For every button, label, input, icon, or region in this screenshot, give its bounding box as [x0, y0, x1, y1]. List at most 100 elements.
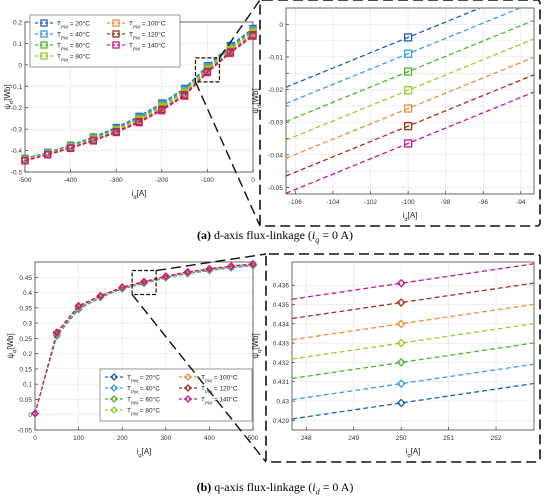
data-point	[96, 291, 105, 300]
legend-swatch-marker	[112, 30, 120, 38]
caption-a-tail: = 0 A)	[319, 228, 354, 242]
x-tick-label: -500	[18, 177, 31, 184]
y-tick-label: -0.1	[11, 84, 23, 91]
y-axis-label: ψq[Wb]	[251, 333, 263, 358]
x-tick-label: -400	[64, 177, 77, 184]
y-tick-label: 0.43	[276, 399, 289, 406]
x-axis-label: id[A]	[403, 211, 418, 223]
legend-label: TPM = 140°C	[129, 42, 166, 52]
legend-label: TPM = 60°C	[57, 42, 90, 52]
series-line	[24, 35, 254, 162]
y-axis-label: ψq[Wb]	[6, 333, 18, 358]
x-axis-label: id[A]	[132, 189, 147, 201]
data-point	[112, 128, 120, 137]
legend-swatch-marker	[110, 373, 118, 381]
data-point	[226, 49, 234, 57]
legend-swatch-marker	[40, 30, 48, 38]
y-tick-label: -0.02	[268, 87, 283, 94]
axes-frame	[291, 261, 535, 431]
legend-swatch-marker	[112, 19, 120, 27]
legend-swatch-marker	[40, 41, 48, 49]
y-tick-label: 0.436	[273, 283, 290, 290]
data-point	[21, 157, 29, 165]
legend-swatch-marker	[40, 19, 48, 27]
series-line	[286, 91, 534, 194]
x-tick-label: 100	[73, 435, 84, 442]
chart-q_zoom: 248 249 250 251 252 0.429 0.43 0.431 0.432 0.433 0…	[251, 261, 535, 459]
x-axis-label: iq[A]	[406, 447, 421, 459]
x-axis-label: iq[A]	[137, 447, 152, 459]
data-point	[161, 272, 170, 280]
legend-label: TPM = 20°C	[57, 20, 90, 30]
series-line	[286, 38, 534, 141]
y-tick-label: 0.434	[273, 321, 290, 328]
plot-area	[292, 262, 534, 430]
data-point	[403, 33, 413, 42]
x-tick-label: 400	[204, 435, 215, 442]
caption-b-text: q-axis flux-linkage (	[214, 480, 313, 494]
legend-swatch-marker	[184, 373, 192, 381]
legend-label: TPM = 20°C	[127, 374, 160, 384]
x-tick-label: -98	[441, 199, 451, 206]
data-point	[396, 379, 406, 389]
data-point	[31, 409, 39, 418]
y-axis-label: ψd[Wb]	[3, 84, 15, 109]
zoom-connector	[218, 0, 261, 59]
data-point	[249, 32, 257, 40]
data-point	[396, 278, 406, 288]
y-axis-label: ψd[Wb]	[251, 88, 263, 113]
y-tick-label: 0.4	[23, 290, 32, 297]
series-line	[286, 74, 534, 177]
legend-swatch-marker	[110, 395, 118, 403]
y-tick-label: 0.3	[23, 321, 32, 328]
zoom-panel-border	[259, 0, 541, 227]
legend-label: TPM = 100°C	[201, 374, 238, 384]
data-point	[403, 67, 413, 76]
y-tick-label: 0.435	[273, 302, 290, 309]
x-tick-label: 248	[301, 435, 312, 442]
zoom-links-a	[194, 0, 541, 227]
caption-b-var: i	[312, 480, 316, 494]
legend-box	[29, 14, 181, 68]
legend-swatch-marker	[184, 384, 192, 392]
legend-label: TPM = 120°C	[129, 31, 166, 41]
data-point	[403, 86, 413, 95]
axes-frame	[285, 7, 535, 195]
y-tick-label: -0.2	[11, 105, 23, 112]
series-line	[292, 382, 534, 420]
series-line	[292, 263, 534, 300]
y-tick-label: 0.1	[13, 41, 22, 48]
y-tick-label: 0.429	[273, 418, 290, 425]
caption-b-label: (b)	[196, 480, 212, 494]
caption-a-var: i	[311, 228, 316, 242]
series-group	[286, 8, 534, 194]
chart-d_zoom: -106 -104 -102 -100 -98 -96 -94 -0.05 -0.04 -0.03…	[251, 7, 535, 223]
zoom-region	[194, 57, 221, 83]
caption-a-label: (a)	[196, 228, 211, 242]
x-tick-label: 249	[348, 435, 359, 442]
y-tick-label: 0.431	[273, 379, 290, 386]
x-tick-label: 200	[117, 435, 128, 442]
data-point	[227, 262, 236, 270]
data-point	[205, 264, 214, 273]
data-point	[140, 277, 148, 286]
legend-swatch-marker	[112, 41, 120, 49]
x-tick-label: 500	[248, 435, 259, 442]
data-point	[180, 92, 189, 100]
y-tick-label: 0.1	[23, 382, 32, 389]
y-tick-label: 0.05	[19, 397, 32, 404]
data-point	[403, 49, 413, 58]
x-tick-label: -100	[201, 177, 214, 184]
y-tick-label: -0.03	[268, 120, 283, 127]
legend-label: TPM = 40°C	[127, 385, 160, 395]
series-line	[286, 19, 534, 123]
data-point	[203, 68, 212, 77]
y-tick-label: 0.45	[19, 275, 32, 282]
chart-q_main: 0 100 200 300 400 500-0.0500.050.10.150.20.25…	[6, 259, 259, 459]
caption-b-tail: = 0 A)	[319, 480, 354, 494]
caption-b: (b) q-axis flux-linkage (id = 0 A)	[0, 480, 550, 496]
x-tick-label: -104	[326, 199, 339, 206]
